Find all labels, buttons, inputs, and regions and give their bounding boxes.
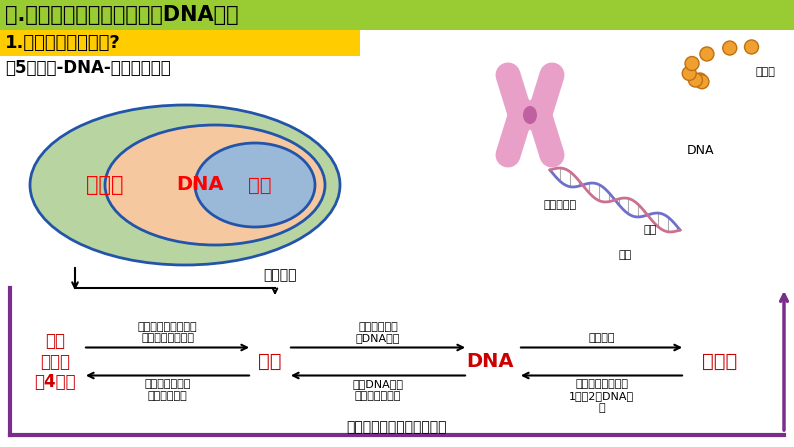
Ellipse shape xyxy=(523,106,537,124)
Circle shape xyxy=(695,75,709,89)
Ellipse shape xyxy=(30,105,340,265)
Text: 一.基因通常是有遗传效应的DNA片段: 一.基因通常是有遗传效应的DNA片段 xyxy=(5,5,239,25)
Text: 每个基因含许多
个脱氧核苷酸: 每个基因含许多 个脱氧核苷酸 xyxy=(145,380,191,401)
Text: 脱氧
核苷酸
（4种）: 脱氧 核苷酸 （4种） xyxy=(34,332,75,391)
Circle shape xyxy=(723,41,737,55)
Circle shape xyxy=(685,56,699,71)
Text: DNA: DNA xyxy=(686,143,714,156)
Text: （5）基因-DNA-染色体的关系: （5）基因-DNA-染色体的关系 xyxy=(5,59,171,77)
Text: 基因: 基因 xyxy=(258,352,282,371)
Text: 1.基因的功能是什么?: 1.基因的功能是什么? xyxy=(5,34,121,52)
Text: 染色体: 染色体 xyxy=(87,175,124,195)
Text: 蛋白质: 蛋白质 xyxy=(755,67,775,77)
Circle shape xyxy=(682,67,696,80)
Text: 每条染色体上含有
1个或2个DNA分
子: 每条染色体上含有 1个或2个DNA分 子 xyxy=(569,380,634,413)
Circle shape xyxy=(688,73,703,87)
Ellipse shape xyxy=(195,143,315,227)
Bar xyxy=(0,30,360,56)
Bar xyxy=(0,0,794,30)
Circle shape xyxy=(700,47,714,61)
Text: 具有遗传效应
的DNA片段: 具有遗传效应 的DNA片段 xyxy=(356,322,400,343)
Text: 基本单位: 基本单位 xyxy=(264,268,297,282)
Circle shape xyxy=(745,40,758,54)
Circle shape xyxy=(693,73,707,87)
Text: DNA: DNA xyxy=(466,352,514,371)
Text: 中期染色体: 中期染色体 xyxy=(543,200,576,210)
Ellipse shape xyxy=(105,125,325,245)
Text: 基因: 基因 xyxy=(619,250,631,260)
Text: 每个DNA分子
中含许多个基因: 每个DNA分子 中含许多个基因 xyxy=(353,380,403,401)
Text: 基因在染色体上呈线性排列: 基因在染色体上呈线性排列 xyxy=(347,420,447,434)
Text: 染色体: 染色体 xyxy=(703,352,738,371)
Text: 基因: 基因 xyxy=(249,176,272,194)
Text: 特定脱氧核苷酸排列
顺序代表遗传信息: 特定脱氧核苷酸排列 顺序代表遗传信息 xyxy=(137,322,198,343)
Text: 主要载体: 主要载体 xyxy=(588,333,615,343)
Text: 基因: 基因 xyxy=(643,225,657,235)
Text: DNA: DNA xyxy=(176,176,224,194)
